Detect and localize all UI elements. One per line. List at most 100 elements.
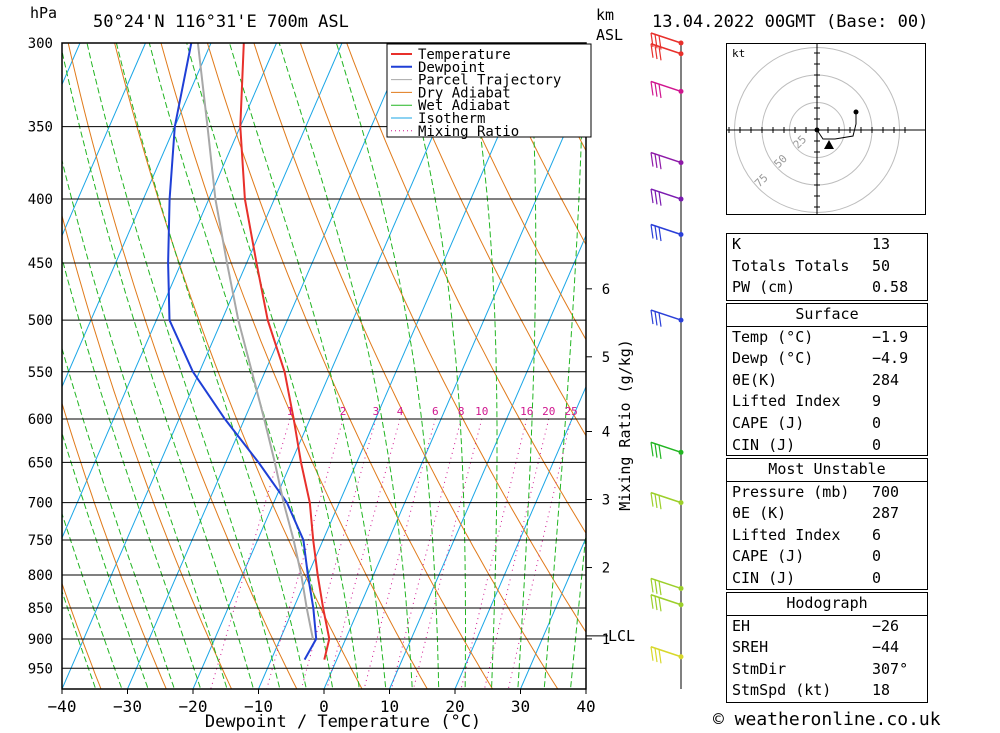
wind-barb-flag [658, 580, 662, 596]
index-label: EH [732, 616, 751, 635]
index-row: Temp (°C) −1.9 [727, 325, 927, 349]
index-label: CAPE (J) [732, 547, 805, 566]
index-value: 700 [872, 482, 900, 501]
wind-barb-staff [650, 188, 682, 200]
index-row: K 13 [727, 234, 927, 256]
mixing-ratio-label: 20 [542, 405, 555, 418]
isotherm-line [62, 43, 146, 237]
hodograph-frame [726, 43, 926, 215]
dry-adiabat-line [114, 43, 363, 689]
wind-barb-flag [654, 82, 658, 97]
index-label: Pressure (mb) [732, 482, 850, 501]
index-value: 13 [872, 235, 891, 253]
index-value: 284 [872, 370, 900, 389]
location-title: 50°24'N 116°31'E 700m ASL [93, 12, 349, 32]
index-label: Totals Totals [732, 256, 850, 275]
copyright-link[interactable]: © weatheronline.co.uk [713, 709, 941, 730]
index-row: SREH −44 [727, 637, 927, 659]
wind-barb-dot [678, 654, 684, 660]
wet-adiabat-line [115, 43, 307, 689]
wind-barb [650, 223, 684, 242]
pressure-tick-label: 450 [28, 256, 53, 272]
wind-barb-staff [650, 151, 682, 164]
index-row: CIN (J) 0 [727, 568, 927, 590]
index-row: Pressure (mb) 700 [727, 480, 927, 504]
wind-barb-dot [678, 585, 684, 591]
legend-box [386, 43, 592, 138]
wind-barb-dot [678, 231, 684, 237]
index-row: CAPE (J) 0 [727, 413, 927, 435]
most-unstable-title: Most Unstable [768, 460, 886, 478]
index-label: PW (cm) [732, 278, 796, 297]
wind-barb-flag [654, 493, 658, 509]
wind-barb-flag [658, 83, 662, 99]
wind-barb [650, 594, 684, 612]
mixing-ratio-line [391, 418, 462, 689]
wind-barb-dot [678, 40, 684, 46]
wind-barb-flag [658, 597, 662, 612]
dry-adiabat-line [950, 43, 1000, 696]
mixing-ratio-label: 1 [287, 405, 294, 418]
pressure-tick-label: 750 [28, 533, 53, 549]
wind-barb-staff [650, 32, 682, 44]
dry-adiabat-line [346, 43, 586, 535]
legend-label: Temperature [418, 47, 511, 63]
index-label: K [732, 235, 742, 253]
wind-barb [650, 441, 684, 459]
hodograph-end-dot [853, 109, 859, 115]
dry-adiabat-line [997, 43, 1000, 696]
legend-label: Parcel Trajectory [418, 73, 561, 89]
datetime-title: 13.04.2022 00GMT (Base: 00) [652, 12, 929, 32]
index-value: 0 [872, 547, 882, 566]
mixing-ratio-line [363, 418, 436, 689]
wet-adiabat-line [517, 43, 537, 689]
pressure-unit-label: hPa [30, 4, 58, 22]
wind-barb-flag [658, 191, 662, 206]
index-value: −44 [872, 638, 900, 657]
wind-barb-flag [650, 442, 654, 457]
wind-barb [650, 80, 684, 99]
wind-barb-dot [678, 160, 684, 166]
pressure-tick-label: 500 [28, 313, 53, 329]
wind-barb-dot [678, 500, 684, 506]
pressure-tick-label: 700 [28, 496, 53, 512]
surface-title: Surface [795, 305, 859, 323]
pressure-tick-label: 800 [28, 568, 53, 584]
height-ref-label: ASL [596, 26, 624, 44]
wind-barb-staff [650, 309, 682, 321]
wind-barb-flag [654, 595, 658, 611]
lcl-label: LCL [608, 627, 635, 645]
index-value: 287 [872, 504, 900, 523]
mixing-ratio-label: 2 [340, 405, 347, 418]
dry-adiabat-line [299, 43, 586, 634]
temperature-tick-label: 0 [319, 697, 329, 716]
wind-barb-dot [678, 196, 684, 202]
wind-barb-staff [650, 43, 682, 55]
wet-adiabat-line [148, 43, 334, 689]
wind-barb-flag [650, 224, 654, 239]
surface-table: Surface Temp (°C) −1.9 Dewp (°C) −4.9 θE(K) 2… [726, 303, 928, 456]
wind-barb-flag [658, 312, 662, 327]
legend-label: Wet Adiabat [418, 98, 511, 114]
indices-table-top: K 13 Totals Totals 50 PW (cm) 0.58 [726, 233, 928, 301]
pressure-tick-label: 550 [28, 365, 53, 381]
most-unstable-table: Most Unstable Pressure (mb) 700 θE (K) 287 L… [726, 458, 928, 590]
wind-barb-staff [650, 80, 682, 93]
mixing-ratio-label: 16 [520, 405, 533, 418]
parcel-trajectory-series [196, 43, 314, 640]
wind-barb [650, 491, 684, 510]
wind-barb-flag [654, 647, 658, 663]
wind-barb-dot [678, 602, 684, 608]
wind-barb [650, 188, 684, 206]
dry-adiabat-line [62, 213, 233, 689]
temperature-tick-label: 30 [511, 697, 530, 716]
pressure-tick-label: 600 [28, 412, 53, 428]
isotherm-line [258, 43, 539, 689]
isotherm-line [127, 43, 408, 689]
wind-barb-flag [658, 444, 662, 459]
index-label: StmDir [732, 659, 787, 678]
height-unit-label: km [596, 6, 615, 24]
wind-barb [650, 151, 684, 170]
wind-barb-flag [650, 43, 654, 58]
